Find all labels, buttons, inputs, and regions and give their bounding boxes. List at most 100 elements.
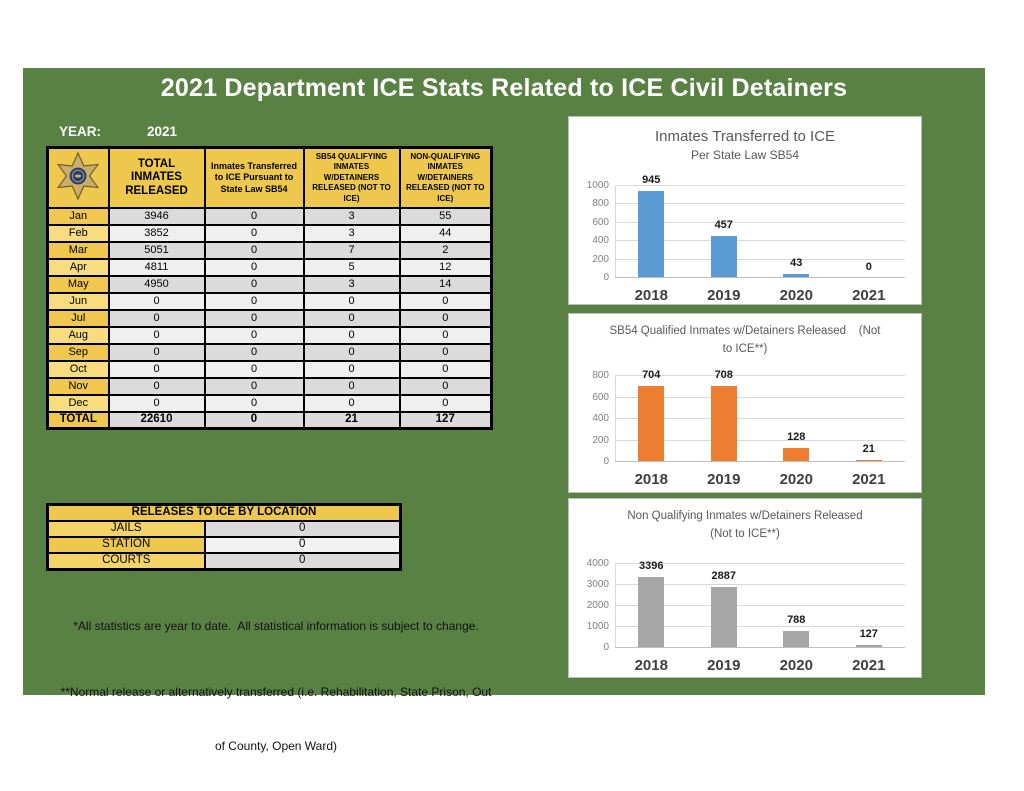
y-axis-tick-label: 600 xyxy=(592,216,609,228)
month-cell: Jun xyxy=(46,292,110,311)
chart-x-axis-labels: 2018 2019 2020 2021 xyxy=(615,471,905,488)
bar-value-label: 708 xyxy=(714,368,733,381)
value-cell: 0 xyxy=(203,275,305,294)
value-cell: 0 xyxy=(107,326,206,345)
value-cell: 0 xyxy=(203,258,305,277)
bar xyxy=(638,386,665,462)
value-cell: 0 xyxy=(203,394,305,413)
chart-title: to ICE**) xyxy=(722,342,768,355)
bar-value-label: 2887 xyxy=(711,570,736,583)
green-panel: 2021 Department ICE Stats Related to ICE… xyxy=(23,68,985,753)
column-header-sb54-qualifying: SB54 QUALIFYING INMATES W/DETAINERS RELE… xyxy=(302,146,401,209)
value-cell: 0 xyxy=(107,394,206,413)
value-cell: 3 xyxy=(302,275,401,294)
y-axis-tick-label: 600 xyxy=(592,391,609,403)
bar xyxy=(638,191,665,278)
location-table-title: RELEASES TO ICE BY LOCATION xyxy=(46,503,402,522)
table-row: Apr 4811 0 5 12 xyxy=(46,258,493,277)
value-cell: 0 xyxy=(203,207,305,226)
page-title: 2021 Department ICE Stats Related to ICE… xyxy=(160,74,848,102)
month-cell: Nov xyxy=(46,377,110,396)
table-row: Nov 0 0 0 0 xyxy=(46,377,493,396)
table-row: Jul 0 0 0 0 xyxy=(46,309,493,328)
table-row: Mar 5051 0 7 2 xyxy=(46,241,493,260)
location-label: COURTS xyxy=(46,552,206,571)
value-cell: 4950 xyxy=(107,275,206,294)
y-axis-tick-label: 0 xyxy=(603,272,609,283)
x-axis-label: 2018 xyxy=(634,471,668,488)
chart-non-qualifying-released: Non Qualifying Inmates w/Detainers Relea… xyxy=(568,498,922,678)
value-cell: 0 xyxy=(398,360,493,379)
value-cell: 0 xyxy=(302,377,401,396)
bar xyxy=(710,235,737,278)
location-row: STATION 0 xyxy=(46,536,402,554)
value-cell: 0 xyxy=(398,326,493,345)
value-cell: 0 xyxy=(203,224,305,243)
month-cell: May xyxy=(46,275,110,294)
monthly-table-body: Jan 3946 0 3 55 Feb 3852 0 3 44 Mar 5051 0 7 2 Apr 4811 0… xyxy=(46,207,493,430)
value-cell: 3 xyxy=(302,207,401,226)
bar-value-label: 21 xyxy=(862,442,875,455)
y-axis-tick-label: 2000 xyxy=(586,600,609,611)
footnote-normal-release: **Normal release or alternatively transf… xyxy=(41,647,511,791)
value-cell: 5 xyxy=(302,258,401,277)
y-axis-tick-label: 0 xyxy=(603,642,609,653)
x-axis-label: 2021 xyxy=(852,471,886,488)
bar-value-label: 704 xyxy=(642,369,661,382)
chart-plot-area: 0 1000 2000 3000 4000 3396 2887 788 127 xyxy=(587,558,905,653)
total-value-cell: 21 xyxy=(302,411,401,430)
total-value-cell: 127 xyxy=(398,411,493,430)
gridline xyxy=(615,203,905,205)
bar xyxy=(855,459,882,462)
value-cell: 0 xyxy=(398,292,493,311)
value-cell: 0 xyxy=(302,360,401,379)
y-axis-tick-label: 3000 xyxy=(586,579,609,590)
value-cell: 0 xyxy=(302,326,401,345)
month-cell: Jan xyxy=(46,207,110,226)
value-cell: 0 xyxy=(398,377,493,396)
bar xyxy=(783,448,810,462)
gridline xyxy=(615,563,905,564)
bar-value-label: 945 xyxy=(642,174,661,187)
month-cell: Feb xyxy=(46,224,110,243)
total-label-cell: TOTAL xyxy=(46,411,110,430)
bar-value-label: 43 xyxy=(790,257,803,270)
year-label: YEAR: xyxy=(59,124,102,139)
chart-sb54-qualified-released: SB54 Qualified Inmates w/Detainers Relea… xyxy=(568,313,922,493)
value-cell: 0 xyxy=(302,309,401,328)
gridline xyxy=(615,418,905,419)
footnote-line: **Normal release or alternatively transf… xyxy=(60,685,492,699)
gridline xyxy=(615,626,905,627)
bar xyxy=(783,274,810,278)
bar xyxy=(710,587,737,648)
table-row: Jun 0 0 0 0 xyxy=(46,292,493,311)
value-cell: 0 xyxy=(398,309,493,328)
badge-cell xyxy=(46,146,110,209)
gridline xyxy=(615,396,905,398)
y-axis-tick-label: 1000 xyxy=(586,180,609,191)
gridline xyxy=(615,375,905,376)
value-cell: 0 xyxy=(203,241,305,260)
value-cell: 0 xyxy=(398,394,493,413)
y-axis-tick-label: 800 xyxy=(592,198,609,210)
column-header-transferred-ice: Inmates Transferred to ICE Pursuant to S… xyxy=(203,146,305,209)
total-value-cell: 0 xyxy=(203,411,305,430)
column-header-non-qualifying: NON-QUALIFYING INMATES W/DETAINERS RELEA… xyxy=(398,146,493,209)
value-cell: 7 xyxy=(302,241,401,260)
value-cell: 0 xyxy=(302,343,401,362)
value-cell: 3852 xyxy=(107,224,206,243)
month-cell: Oct xyxy=(46,360,110,379)
y-axis-tick-label: 1000 xyxy=(586,621,609,632)
chart-titles: Non Qualifying Inmates w/Detainers Relea… xyxy=(569,508,921,564)
location-table-body: JAILS 0 STATION 0 COURTS 0 xyxy=(46,520,402,571)
gridline xyxy=(615,439,905,441)
value-cell: 4811 xyxy=(107,258,206,277)
bar-value-label: 457 xyxy=(714,218,733,231)
total-value-cell: 22610 xyxy=(107,411,206,430)
y-axis-tick-label: 400 xyxy=(592,235,609,247)
location-label: JAILS xyxy=(46,520,206,538)
month-cell: Sep xyxy=(46,343,110,362)
column-header-total-inmates: TOTAL INMATES RELEASED xyxy=(107,146,206,209)
value-cell: 12 xyxy=(398,258,493,277)
y-axis-tick-label: 4000 xyxy=(586,558,609,569)
